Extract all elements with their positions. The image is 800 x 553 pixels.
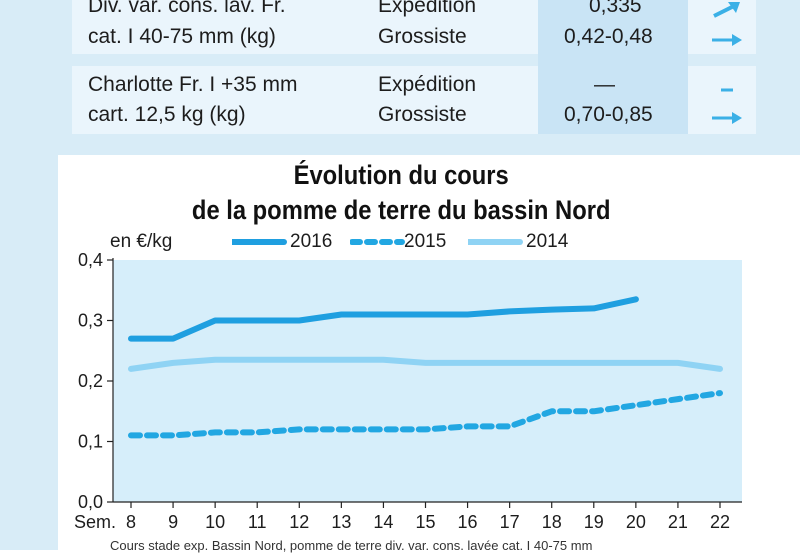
x-tick-label: 16 — [458, 512, 478, 532]
legend-swatch-2015 — [350, 239, 405, 245]
product-name: Div. var. cons. lav. Fr. — [88, 0, 286, 17]
x-tick-label: 17 — [500, 512, 520, 532]
x-tick-label: 11 — [248, 512, 267, 532]
series-line-2014 — [128, 356, 723, 372]
x-tick-label: 14 — [373, 512, 393, 532]
trend-stable-arrow-icon — [712, 34, 742, 46]
product-spec: cat. I 40-75 mm (kg) — [88, 25, 276, 48]
legend-label: 2015 — [404, 231, 447, 252]
y-tick-label: 0,0 — [78, 492, 103, 512]
x-tick-label: 20 — [626, 512, 646, 532]
price-value: 0,335 — [589, 0, 642, 17]
chart-title-line2: de la pomme de terre du bassin Nord — [191, 195, 611, 225]
x-tick-label: 21 — [668, 512, 688, 532]
x-tick-label: 18 — [542, 512, 562, 532]
unit-label: en €/kg — [110, 231, 173, 252]
legend-swatch-2014 — [468, 239, 523, 245]
x-tick-label: 22 — [710, 512, 730, 532]
chart-title-line1: Évolution du cours — [293, 160, 509, 190]
price-value: — — [594, 73, 615, 96]
trend-none-dash-icon — [721, 88, 733, 92]
market-stage: Expédition — [378, 73, 477, 96]
series-line-2015 — [128, 390, 723, 439]
price-value: 0,42-0,48 — [564, 25, 653, 48]
legend-label: 2016 — [290, 231, 333, 252]
x-axis-prefix: Sem. — [74, 512, 116, 532]
x-tick-label: 19 — [584, 512, 604, 532]
legend-label: 2014 — [526, 231, 569, 252]
x-tick-label: 13 — [331, 512, 351, 532]
legend-swatch-2016 — [232, 239, 287, 245]
trend-stable-arrow-icon — [712, 112, 742, 124]
market-stage: Grossiste — [378, 103, 467, 126]
price-column-band — [538, 0, 688, 134]
x-tick-label: 15 — [415, 512, 435, 532]
trend-up-arrow-icon — [713, 2, 740, 18]
x-tick-label: 12 — [289, 512, 309, 532]
legend-item-2016: 2016 — [232, 231, 352, 255]
y-tick-label: 0,3 — [78, 311, 103, 331]
chart-footnote: Cours stade exp. Bassin Nord, pomme de t… — [110, 538, 593, 553]
price-value: 0,70-0,85 — [564, 103, 653, 126]
legend-item-2015: 2015 — [350, 231, 470, 255]
product-spec: cart. 12,5 kg (kg) — [88, 103, 246, 126]
x-tick-label: 10 — [205, 512, 225, 532]
plot-area — [113, 260, 742, 502]
market-stage: Expédition — [378, 0, 477, 17]
price-table: Div. var. cons. lav. Fr. cat. I 40-75 mm… — [72, 0, 756, 134]
y-tick-label: 0,2 — [78, 371, 103, 391]
legend-item-2014: 2014 — [468, 231, 588, 255]
y-tick-label: 0,4 — [78, 250, 103, 270]
series-line-2016 — [128, 296, 639, 342]
x-tick-label: 8 — [126, 512, 136, 532]
x-tick-label: 9 — [168, 512, 178, 532]
y-tick-label: 0,1 — [78, 432, 103, 452]
chart-title: Évolution du cours de la pomme de terre … — [49, 158, 753, 228]
product-name: Charlotte Fr. I +35 mm — [88, 73, 298, 96]
market-stage: Grossiste — [378, 25, 467, 48]
